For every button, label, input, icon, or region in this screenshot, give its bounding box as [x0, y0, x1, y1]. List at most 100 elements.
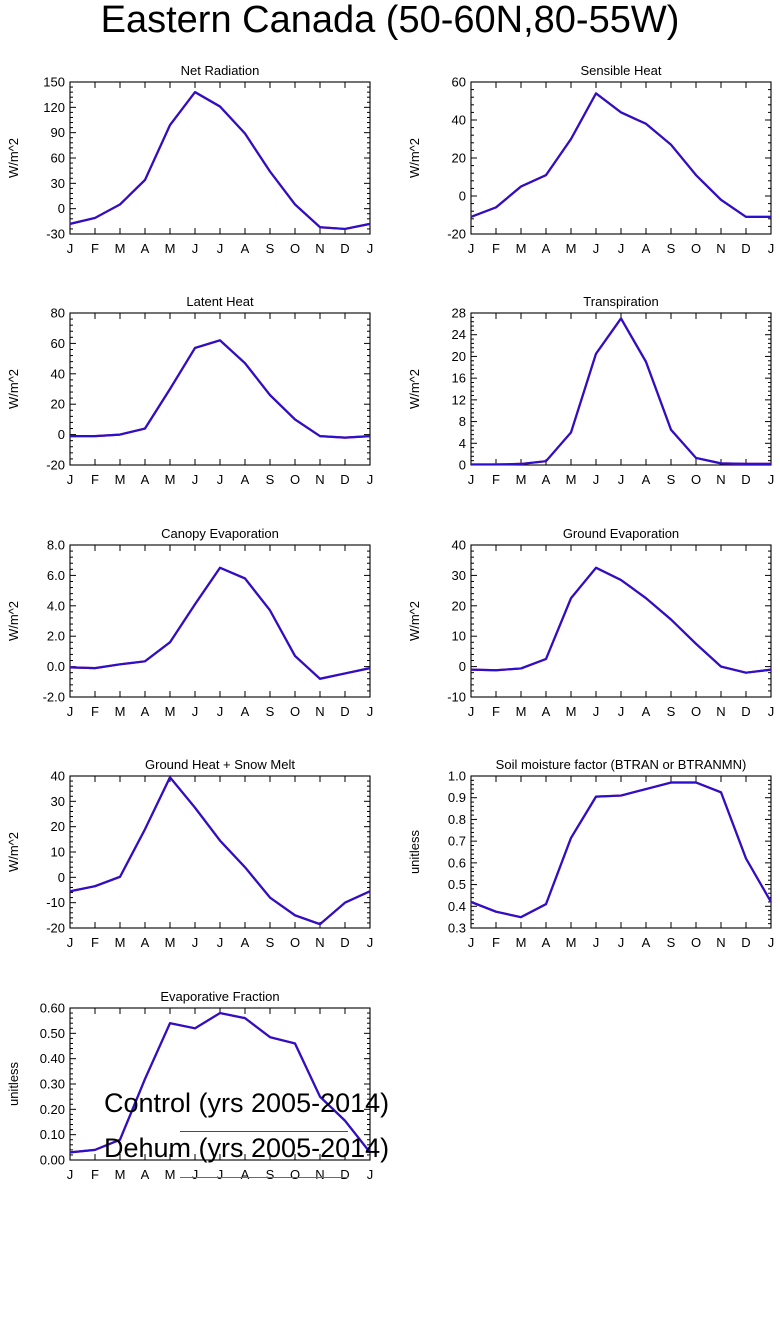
x-tick-label-11: D: [741, 935, 750, 950]
x-tick-label-2: M: [115, 704, 126, 719]
figure-title: Eastern Canada (50-60N,80-55W): [100, 0, 680, 41]
x-tick-label-5: J: [192, 241, 199, 256]
plot-frame: [470, 312, 772, 466]
series-line-control-yrs-2005-2014: [69, 91, 371, 231]
y-tick-label: -2.0: [43, 690, 65, 705]
y-tick-label: 90: [51, 125, 65, 140]
series-line-dehum-yrs-2005-2014: [70, 339, 371, 439]
x-tick-label-7: A: [241, 241, 250, 256]
x-tick-label-6: J: [618, 241, 625, 256]
y-tick-label: 60: [51, 336, 65, 351]
panel-title: Sensible Heat: [581, 63, 662, 78]
plot-frame: [470, 81, 772, 235]
x-tick-label-4: M: [165, 704, 176, 719]
x-tick-label-2: M: [115, 1167, 126, 1182]
x-tick-label-11: D: [741, 704, 750, 719]
y-tick-label: 60: [452, 75, 466, 90]
y-tick-label: 0.5: [448, 877, 466, 892]
panel-title: Soil moisture factor (BTRAN or BTRANMN): [496, 757, 747, 772]
y-tick-label: 0: [58, 201, 65, 216]
panel-title: Transpiration: [583, 294, 658, 309]
y-tick-label: 80: [51, 306, 65, 321]
x-tick-label-12: J: [768, 472, 775, 487]
x-tick-label-10: N: [315, 935, 324, 950]
x-tick-label-1: F: [91, 704, 99, 719]
y-axis-label: W/m^2: [6, 369, 21, 409]
x-tick-label-6: J: [217, 935, 224, 950]
series-line-control-yrs-2005-2014: [70, 339, 371, 439]
y-tick-label: 0.40: [40, 1051, 65, 1066]
x-tick-label-5: J: [593, 472, 600, 487]
x-tick-label-8: S: [266, 472, 275, 487]
x-tick-label-0: J: [67, 472, 74, 487]
x-tick-label-0: J: [468, 241, 475, 256]
x-tick-label-6: J: [618, 472, 625, 487]
x-tick-label-6: J: [217, 241, 224, 256]
x-tick-label-7: A: [241, 1167, 250, 1182]
x-tick-label-11: D: [741, 241, 750, 256]
x-tick-label-10: N: [716, 935, 725, 950]
x-tick-label-8: S: [266, 704, 275, 719]
y-tick-label: 6.0: [47, 568, 65, 583]
series-line-control-yrs-2005-2014: [470, 92, 771, 218]
plot-frame: [470, 775, 772, 929]
x-tick-label-7: A: [642, 241, 651, 256]
y-axis-label: W/m^2: [407, 138, 422, 178]
x-tick-label-5: J: [593, 935, 600, 950]
x-tick-label-7: A: [241, 472, 250, 487]
panel-title: Ground Heat + Snow Melt: [145, 757, 295, 772]
legend-line-control: [180, 1131, 348, 1132]
y-axis-label: W/m^2: [6, 138, 21, 178]
y-axis-label: unitless: [6, 1061, 21, 1106]
y-tick-label: 0.9: [448, 790, 466, 805]
x-tick-label-3: A: [542, 241, 551, 256]
x-tick-label-1: F: [492, 935, 500, 950]
x-tick-label-9: O: [691, 704, 701, 719]
x-tick-label-12: J: [768, 241, 775, 256]
x-tick-label-7: A: [241, 935, 250, 950]
y-tick-label: 60: [51, 151, 65, 166]
panel-title: Evaporative Fraction: [160, 989, 279, 1004]
y-tick-label: 150: [43, 75, 65, 90]
chart-panel-evaporative-fraction: 0.000.100.200.300.400.500.60J F M A M J J A S O N D…: [6, 989, 373, 1182]
y-tick-label: 0.20: [40, 1102, 65, 1117]
x-tick-label-11: D: [741, 472, 750, 487]
series-line-control-yrs-2005-2014: [470, 566, 772, 674]
x-tick-label-10: N: [315, 704, 324, 719]
x-tick-label-3: A: [542, 472, 551, 487]
y-tick-label: 40: [452, 113, 466, 128]
x-tick-label-5: J: [192, 935, 199, 950]
y-tick-label: 0.7: [448, 834, 466, 849]
x-tick-label-12: J: [367, 472, 374, 487]
x-tick-label-10: N: [716, 704, 725, 719]
y-tick-label: 20: [51, 397, 65, 412]
y-tick-label: 0.3: [448, 921, 466, 936]
y-tick-label: 2.0: [47, 629, 65, 644]
panel-title: Latent Heat: [186, 294, 254, 309]
x-tick-label-12: J: [367, 704, 374, 719]
x-tick-label-8: S: [667, 704, 676, 719]
panel-title: Ground Evaporation: [563, 526, 679, 541]
y-tick-label: 40: [452, 538, 466, 553]
chart-panel-soil-moisture-factor-btran-or-btranmn: 0.30.40.50.60.70.80.91.0J F M A M J J A S O N D JSoi…: [407, 757, 774, 950]
x-tick-label-3: A: [141, 241, 150, 256]
x-tick-label-6: J: [217, 704, 224, 719]
legend-line-dehum: [180, 1177, 348, 1178]
y-axis-label: W/m^2: [6, 601, 21, 641]
x-tick-label-2: M: [115, 935, 126, 950]
y-tick-label: 4: [459, 436, 466, 451]
y-tick-label: 0.4: [448, 899, 466, 914]
y-tick-label: 0: [459, 659, 466, 674]
series-line-dehum-yrs-2005-2014: [470, 566, 772, 674]
y-tick-label: 0.60: [40, 1001, 65, 1016]
legend-label-control: Control (yrs 2005-2014): [104, 1088, 390, 1118]
series-line-control-yrs-2005-2014: [69, 1011, 371, 1154]
y-tick-label: 40: [51, 769, 65, 784]
x-tick-label-4: M: [165, 1167, 176, 1182]
x-tick-label-8: S: [667, 935, 676, 950]
panel-title: Canopy Evaporation: [161, 526, 279, 541]
